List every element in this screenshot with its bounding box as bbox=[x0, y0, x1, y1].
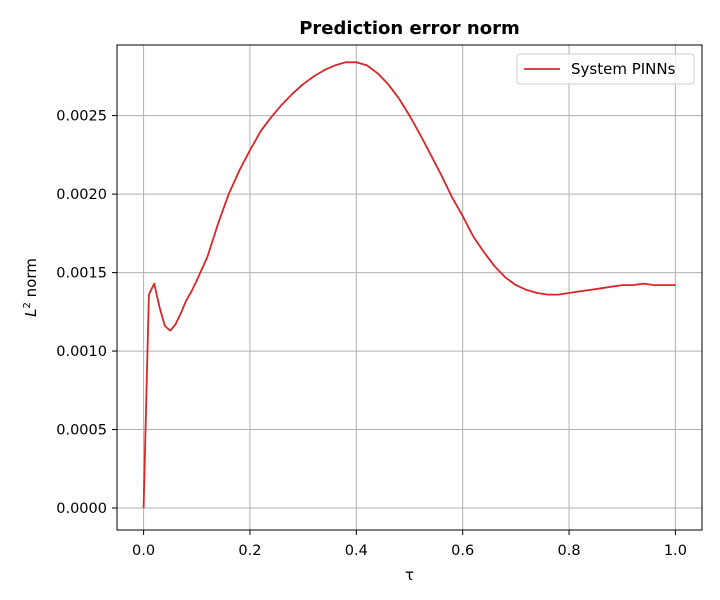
y-tick-label: 0.0000 bbox=[56, 501, 107, 517]
legend: System PINNs bbox=[516, 53, 695, 85]
y-tick-label: 0.0025 bbox=[56, 109, 107, 125]
y-tick-label: 0.0015 bbox=[56, 266, 107, 282]
y-tick-label: 0.0020 bbox=[56, 187, 107, 203]
legend-box bbox=[516, 53, 695, 85]
x-axis-label: τ bbox=[405, 566, 414, 584]
legend-label-system-pinns: System PINNs bbox=[571, 60, 676, 78]
y-axis-label-symbol: L bbox=[22, 308, 40, 316]
x-tick-label: 0.6 bbox=[451, 543, 474, 559]
x-tick-label: 0.2 bbox=[238, 543, 261, 559]
y-tick-label: 0.0005 bbox=[56, 423, 107, 439]
x-tick-label: 0.8 bbox=[558, 543, 581, 559]
chart-title: Prediction error norm bbox=[299, 18, 520, 39]
y-tick-label: 0.0010 bbox=[56, 344, 107, 360]
plot-frame bbox=[116, 44, 703, 531]
y-axis-label-superscript: 2 bbox=[22, 302, 33, 308]
grid bbox=[117, 45, 702, 530]
y-axis-label: L2 norm bbox=[22, 258, 40, 317]
series-layer bbox=[142, 61, 676, 509]
series-line-system-pinns bbox=[142, 61, 676, 509]
x-tick-label: 0.4 bbox=[345, 543, 368, 559]
ticks: 0.0 0.2 0.4 0.6 0.8 1.0 0.0000 0.0005 0.0010 0.00… bbox=[56, 109, 687, 559]
x-tick-label: 0.0 bbox=[132, 543, 155, 559]
y-axis-label-unit: norm bbox=[22, 258, 40, 302]
x-tick-label: 1.0 bbox=[664, 543, 687, 559]
